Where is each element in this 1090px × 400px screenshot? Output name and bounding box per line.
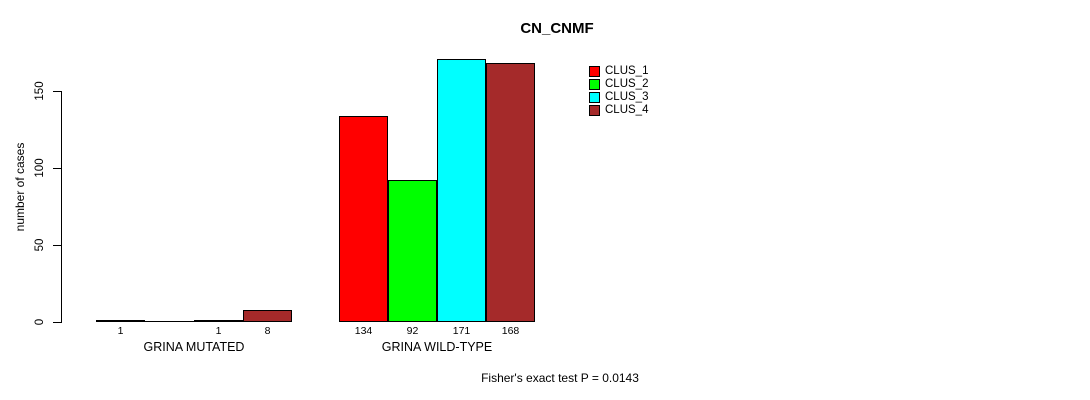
group-label: GRINA WILD-TYPE: [381, 340, 493, 354]
y-axis-title: number of cases: [13, 142, 27, 232]
legend-swatch: [589, 92, 600, 103]
y-tick: [53, 167, 61, 169]
legend-swatch: [589, 66, 600, 77]
y-tick-label: 50: [34, 238, 46, 252]
bar-value-label: 171: [452, 325, 471, 337]
legend-swatch: [589, 105, 600, 116]
bar: [243, 310, 292, 322]
fisher-test-note: Fisher's exact test P = 0.0143: [481, 371, 639, 385]
legend-label: CLUS_1: [605, 65, 649, 77]
legend-label: CLUS_4: [605, 104, 649, 116]
bar: [486, 63, 535, 322]
bar-value-label: 168: [501, 325, 520, 337]
y-axis-line: [61, 91, 62, 323]
bar: [194, 320, 243, 322]
chart-title: CN_CNMF: [520, 20, 594, 37]
group-label: GRINA MUTATED: [143, 340, 245, 354]
bar-value-label: 8: [264, 325, 271, 337]
bar-value-label: 1: [215, 325, 222, 337]
bar-value-label: 134: [354, 325, 373, 337]
legend: CLUS_1 CLUS_2 CLUS_3 CLUS_4: [589, 65, 648, 117]
legend-row: CLUS_2: [589, 78, 648, 91]
bar: [339, 116, 388, 322]
y-tick-label: 100: [34, 158, 46, 178]
bar: [437, 59, 486, 322]
legend-label: CLUS_3: [605, 91, 649, 103]
bar: [145, 321, 194, 322]
y-tick-label: 150: [34, 81, 46, 101]
legend-swatch: [589, 79, 600, 90]
y-tick-label: 0: [34, 318, 46, 326]
bar: [96, 320, 145, 322]
bar: [388, 180, 437, 322]
bar-value-label: 1: [117, 325, 124, 337]
legend-row: CLUS_3: [589, 91, 648, 104]
legend-row: CLUS_4: [589, 104, 648, 117]
legend-label: CLUS_2: [605, 78, 649, 90]
bar-value-label: 92: [406, 325, 419, 337]
y-tick: [53, 321, 61, 323]
y-tick: [53, 90, 61, 92]
legend-row: CLUS_1: [589, 65, 648, 78]
y-tick: [53, 244, 61, 246]
